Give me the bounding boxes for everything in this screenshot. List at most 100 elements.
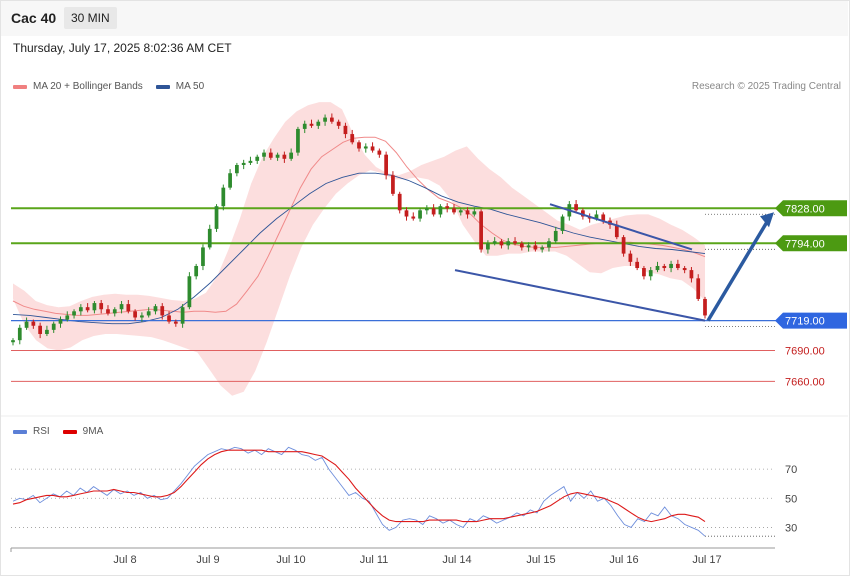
candle-body [201, 247, 205, 266]
candle-body [262, 152, 266, 157]
candle-body [499, 241, 504, 246]
research-credit: Research © 2025 Trading Central [691, 81, 841, 92]
candle-body [160, 306, 165, 316]
candle-body [343, 125, 348, 135]
candle-body [11, 340, 15, 343]
candle-body [350, 134, 355, 143]
candle-body [282, 154, 287, 159]
wedge-lower-line [454, 269, 706, 322]
candle-body [452, 208, 456, 213]
legend-label-ma20: MA 20 + Bollinger Bands [33, 81, 143, 92]
candle-body [167, 315, 171, 322]
level-label-bg-0 [775, 200, 847, 217]
candle-body [424, 208, 429, 211]
candle-body [418, 210, 422, 219]
candle-body [180, 307, 185, 324]
ma50-swatch [155, 84, 170, 89]
candle-body [458, 210, 463, 213]
candle-body [106, 309, 110, 314]
x-tick-label: Jul 10 [276, 554, 305, 566]
level-label-0: 7828.00 [785, 203, 825, 215]
legend-label-rsi: RSI [33, 426, 50, 437]
candle-body [296, 128, 300, 153]
candle-body [472, 211, 477, 215]
candle-body [65, 315, 70, 320]
candle-body [492, 241, 497, 244]
candle-body [316, 121, 321, 126]
candle-body [31, 321, 36, 326]
candle-body [194, 265, 199, 277]
x-tick-label: Jul 11 [360, 554, 389, 566]
candle-body [391, 175, 395, 194]
candle-body [336, 121, 341, 126]
x-tick-label: Jul 16 [609, 554, 638, 566]
instrument-name: Cac 40 [11, 10, 57, 26]
candle-body [533, 245, 538, 250]
ma9-swatch [62, 429, 77, 434]
candle-body [581, 210, 585, 217]
x-tick-label: Jul 15 [526, 554, 555, 566]
candle-body [255, 156, 260, 161]
candle-body [248, 160, 253, 163]
x-tick-label: Jul 17 [692, 554, 721, 566]
projection-arrow-shaft [706, 219, 770, 322]
candle-body [146, 311, 151, 316]
candle-body [112, 309, 117, 314]
candle-body [621, 237, 626, 254]
candle-body [119, 304, 124, 310]
candle-body [486, 243, 490, 250]
candle-body [703, 298, 707, 316]
candle-body [669, 263, 673, 269]
candle-body [133, 311, 137, 318]
candle-body [384, 154, 389, 176]
candle-body [17, 327, 22, 341]
candle-body [140, 315, 144, 318]
rsi-line [12, 446, 706, 537]
candle-body [126, 304, 131, 312]
candle-body [628, 253, 633, 262]
candle-body [465, 210, 470, 215]
candle-body [445, 206, 450, 209]
candle-body [642, 268, 646, 277]
candle-body [24, 321, 29, 328]
rsi-ma9-line [12, 449, 706, 523]
candle-body [99, 303, 104, 310]
candle-body [506, 241, 511, 246]
candle-body [513, 241, 517, 244]
legend-item-ma20: MA 20 + Bollinger Bands [13, 81, 143, 92]
candle-body [275, 154, 280, 158]
candle-body [397, 193, 402, 211]
candle-body [241, 162, 246, 165]
timeframe-badge[interactable]: 30 MIN [64, 7, 117, 29]
candle-body [268, 152, 273, 158]
x-tick-label: Jul 14 [442, 554, 471, 566]
price-legend: MA 20 + Bollinger Bands MA 50 [13, 81, 217, 92]
candle-body [289, 152, 294, 159]
candle-body [363, 146, 368, 149]
candle-body [648, 270, 653, 277]
candle-body [404, 210, 409, 217]
candle-body [58, 319, 63, 324]
candle-body [153, 306, 158, 312]
candle-body [38, 325, 43, 334]
level-label-2: 7719.00 [785, 316, 825, 328]
rsi-tick-50: 50 [785, 493, 797, 505]
x-tick-label: Jul 9 [196, 554, 219, 566]
candle-body [601, 214, 606, 221]
bollinger-band [13, 102, 705, 396]
level-label-3: 7690.00 [785, 345, 825, 357]
candle-body [547, 241, 551, 248]
legend-item-9ma: 9MA [62, 426, 103, 437]
candle-body [302, 123, 307, 129]
wedge-upper-line [549, 203, 693, 251]
candle-body [377, 150, 382, 155]
candle-body [526, 245, 531, 248]
candle-body [438, 206, 443, 215]
level-label-1: 7794.00 [785, 238, 825, 250]
candle-body [574, 204, 578, 211]
candle-body [540, 247, 545, 250]
candle-body [411, 216, 416, 219]
candle-body [696, 278, 701, 299]
legend-item-rsi: RSI [13, 426, 50, 437]
